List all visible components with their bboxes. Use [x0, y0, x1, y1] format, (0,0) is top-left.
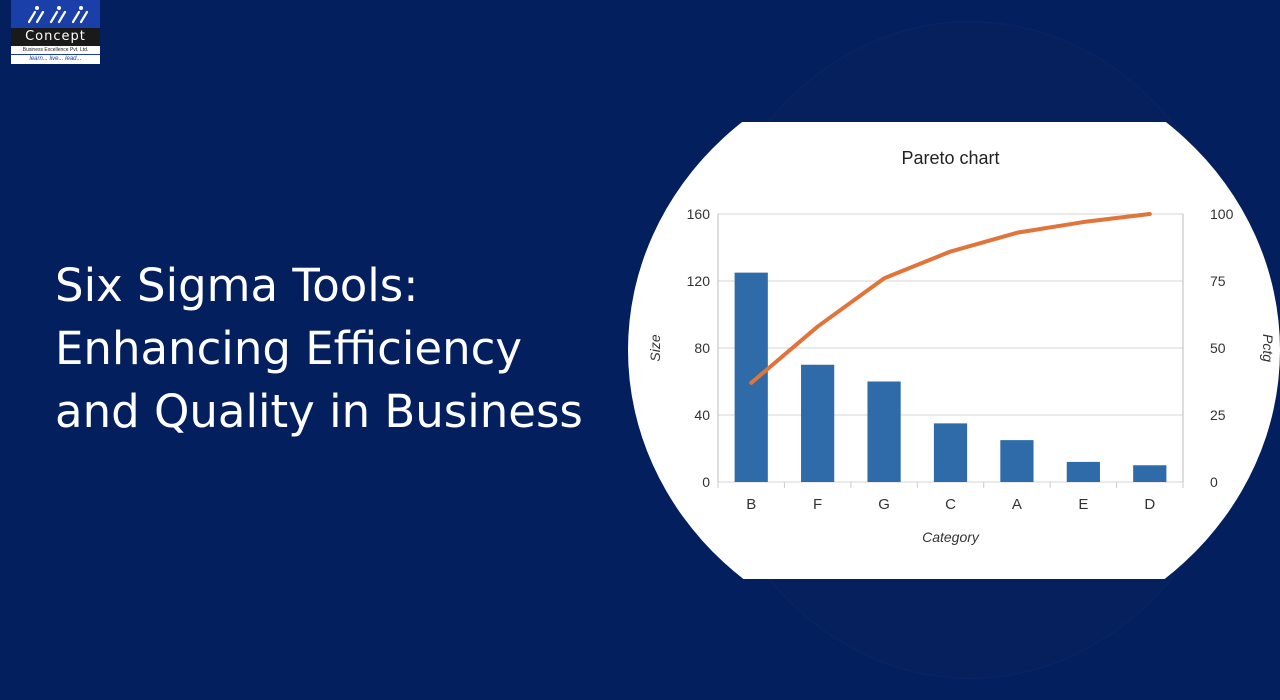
y-tick-label: 0 [702, 474, 710, 490]
y-tick-label: 160 [687, 206, 711, 222]
x-tick-label: B [746, 496, 756, 513]
company-logo: Concept Business Excellence Pvt. Ltd. le… [11, 0, 100, 64]
title-line-3: and Quality in Business [55, 385, 583, 438]
x-tick-label: G [878, 496, 890, 513]
y-tick-label: 120 [687, 273, 711, 289]
logo-tagline: learn... live... lead... [11, 54, 100, 64]
y2-axis-label: Pctg [1260, 334, 1276, 362]
chart-panel: Pareto chart 0 40 80 120 160 0 25 50 75 100 B F G C A E D… [628, 122, 1280, 579]
y2-tick-label: 0 [1210, 474, 1218, 490]
y2-tick-label: 75 [1210, 273, 1226, 289]
y2-tick-label: 50 [1210, 340, 1226, 356]
x-tick-label: A [1012, 496, 1022, 513]
x-tick-label: D [1144, 496, 1155, 513]
y2-tick-label: 100 [1210, 206, 1234, 222]
x-axis-label: Category [922, 529, 980, 545]
chart-title: Pareto chart [901, 148, 999, 168]
logo-mark-icon [11, 0, 100, 28]
y-tick-label: 40 [694, 407, 710, 423]
bar-D [1133, 465, 1167, 482]
logo-subtitle: Business Excellence Pvt. Ltd. [22, 47, 89, 53]
title-line-1: Six Sigma Tools: [55, 259, 419, 312]
y-axis-label: Size [647, 334, 663, 361]
page-title: Six Sigma Tools: Enhancing Efficiency an… [55, 254, 635, 443]
x-tick-label: C [945, 496, 956, 513]
bar-A [1000, 440, 1034, 482]
bar-C [933, 423, 968, 482]
bar-B [734, 272, 768, 482]
bar-G [867, 381, 901, 482]
x-tick-label: F [813, 496, 822, 513]
bar-E [1066, 461, 1100, 482]
logo-name: Concept [11, 28, 100, 46]
cumulative-line [749, 212, 1152, 385]
pareto-chart: Pareto chart 0 40 80 120 160 0 25 50 75 100 B F G C A E D… [628, 122, 1280, 579]
bar-F [801, 364, 835, 482]
title-line-2: Enhancing Efficiency [55, 322, 522, 375]
y2-tick-label: 25 [1210, 407, 1226, 423]
x-tick-label: E [1078, 496, 1088, 513]
y-tick-label: 80 [694, 340, 710, 356]
